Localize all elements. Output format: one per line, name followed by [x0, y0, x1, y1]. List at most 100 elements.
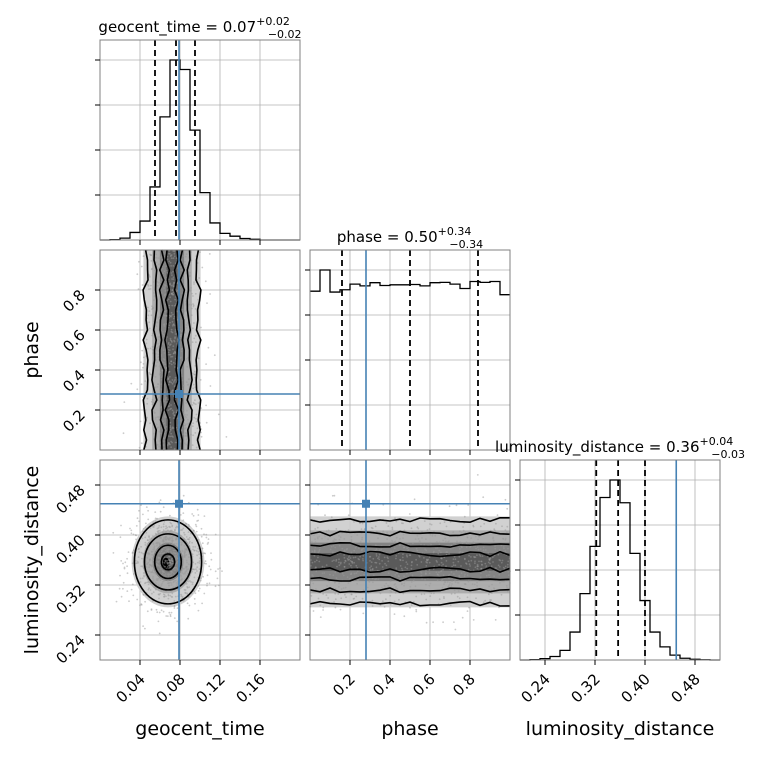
- panel-phase-vs-geocent-time-sample: [197, 402, 200, 404]
- panel-luminosity-distance-vs-geocent-time-sample: [156, 564, 159, 566]
- panel-luminosity-distance-vs-geocent-time-sample: [167, 587, 170, 590]
- ylabel-luminosity-distance: luminosity_distance: [21, 466, 43, 655]
- panel-luminosity-distance-vs-geocent-time-sample: [162, 570, 165, 573]
- panel-luminosity-distance-vs-geocent-time-sample: [182, 512, 185, 514]
- panel-luminosity-distance-vs-geocent-time-sample: [134, 560, 137, 562]
- panel-luminosity-distance-vs-phase-sample: [403, 546, 405, 549]
- panel-luminosity-distance-vs-geocent-time-sample: [152, 575, 155, 578]
- panel-phase-vs-geocent-time-sample: [187, 383, 190, 386]
- panel-luminosity-distance-vs-phase-sample: [435, 541, 438, 544]
- panel-luminosity-distance-vs-geocent-time-sample: [175, 582, 178, 584]
- panel-phase-vs-geocent-time-sample: [173, 352, 175, 354]
- panel-luminosity-distance-vs-phase-sample: [335, 577, 338, 579]
- xlabel-geocent-time: geocent_time: [135, 718, 264, 740]
- panel-luminosity-distance-vs-phase-sample: [415, 595, 418, 598]
- panel-luminosity-distance-vs-geocent-time-sample: [165, 546, 168, 549]
- panel-phase-vs-geocent-time-sample: [185, 402, 187, 404]
- panel-luminosity-distance-vs-geocent-time-sample: [153, 586, 156, 589]
- panel-luminosity-distance-vs-phase-sample: [463, 583, 466, 585]
- panel-luminosity-distance-vs-geocent-time-sample: [132, 533, 135, 536]
- panel-luminosity-distance-vs-phase-sample: [416, 564, 419, 566]
- panel-luminosity-distance-vs-phase-sample: [429, 595, 432, 597]
- panel-luminosity-distance-vs-phase-sample: [400, 583, 403, 586]
- panel-luminosity-distance-vs-phase-sample: [445, 565, 447, 568]
- panel-phase-vs-geocent-time-sample: [162, 272, 164, 275]
- panel-phase-vs-geocent-time-sample: [161, 267, 164, 270]
- panel-luminosity-distance-vs-phase-sample: [489, 562, 491, 565]
- panel-luminosity-distance-vs-geocent-time-sample: [171, 562, 174, 565]
- panel-phase-vs-geocent-time-sample: [193, 283, 195, 285]
- panel-luminosity-distance-vs-geocent-time-sample: [174, 552, 177, 555]
- panel-luminosity-distance-vs-phase-sample: [507, 574, 510, 577]
- panel-phase-vs-geocent-time-sample: [153, 299, 155, 302]
- panel-luminosity-distance-vs-phase-sample: [318, 548, 321, 551]
- panel-luminosity-distance-vs-phase-sample: [493, 588, 496, 590]
- panel-luminosity-distance-vs-phase-sample: [402, 559, 404, 562]
- panel-luminosity-distance-vs-geocent-time-sample: [184, 572, 186, 575]
- panel-phase-vs-geocent-time-sample: [145, 342, 148, 345]
- panel-luminosity-distance-vs-geocent-time-sample: [174, 579, 177, 582]
- panel-luminosity-distance-vs-geocent-time-sample: [153, 524, 156, 527]
- panel-phase-vs-geocent-time-sample: [157, 397, 160, 400]
- panel-luminosity-distance-vs-phase-sample: [487, 574, 490, 576]
- panel-luminosity-distance-vs-geocent-time-sample: [167, 538, 170, 540]
- panel-luminosity-distance-vs-phase-sample: [332, 544, 335, 547]
- panel-luminosity-distance-vs-phase-sample: [374, 561, 377, 564]
- ytick-label-luminosity-distance: 0.32: [52, 581, 88, 617]
- panel-luminosity-distance-vs-phase-sample: [424, 572, 427, 575]
- panel-luminosity-distance-vs-phase-sample: [333, 559, 335, 562]
- panel-luminosity-distance-vs-geocent-time-sample: [162, 506, 165, 509]
- panel-phase-vs-geocent-time-sample: [166, 336, 168, 338]
- panel-phase-vs-geocent-time-sample: [160, 256, 163, 259]
- panel-luminosity-distance-vs-phase-sample: [448, 577, 450, 579]
- panel-luminosity-distance-vs-phase-sample: [442, 531, 444, 533]
- panel-luminosity-distance-vs-phase-contour-top-2: [309, 541, 511, 548]
- panel-luminosity-distance-vs-phase-sample: [432, 621, 434, 624]
- panel-phase-vs-geocent-time-sample: [163, 422, 166, 425]
- panel-luminosity-distance-vs-phase-sample: [466, 574, 469, 576]
- panel-luminosity-distance-vs-phase-sample: [340, 588, 343, 590]
- panel-luminosity-distance-vs-phase-sample: [485, 565, 488, 567]
- panel-phase-vs-geocent-time-sample: [198, 277, 201, 279]
- panel-luminosity-distance-vs-geocent-time-sample: [165, 587, 168, 590]
- panel-luminosity-distance-vs-geocent-time-sample: [196, 508, 199, 511]
- panel-luminosity-distance-vs-phase-sample: [467, 580, 470, 583]
- panel-phase-vs-geocent-time-sample: [158, 396, 161, 398]
- panel-luminosity-distance-vs-geocent-time-sample: [172, 568, 174, 571]
- panel-phase-vs-geocent-time-sample: [167, 343, 170, 345]
- panel-luminosity-distance-vs-geocent-time-sample: [163, 562, 166, 564]
- panel-phase-vs-geocent-time-sample: [168, 362, 171, 365]
- panel-luminosity-distance-vs-phase-sample: [440, 570, 442, 573]
- panel-luminosity-distance-vs-phase-sample: [451, 583, 453, 585]
- panel-luminosity-distance-vs-phase-sample: [371, 599, 374, 602]
- panel-luminosity-distance-vs-geocent-time-sample: [145, 532, 148, 534]
- panel-luminosity-distance-vs-phase-sample: [418, 555, 421, 558]
- panel-luminosity-distance-vs-phase-sample: [455, 504, 458, 507]
- panel-luminosity-distance-vs-phase-sample: [378, 549, 381, 551]
- panel-luminosity-distance-vs-phase-sample: [476, 585, 478, 587]
- panel-luminosity-distance-vs-phase-sample: [381, 586, 383, 589]
- panel-luminosity-distance-vs-phase-sample: [428, 556, 431, 558]
- panel-luminosity-distance-vs-geocent-time-sample: [160, 568, 163, 570]
- panel-luminosity-distance-vs-geocent-time-sample: [153, 545, 156, 548]
- panel-luminosity-distance-vs-geocent-time-sample: [151, 564, 154, 566]
- panel-luminosity-distance-vs-geocent-time-sample: [203, 562, 206, 565]
- panel-phase-vs-geocent-time-sample: [168, 304, 171, 307]
- panel-phase-vs-geocent-time-sample: [151, 308, 154, 311]
- panel-luminosity-distance-vs-phase-sample: [443, 581, 446, 583]
- panel-phase-vs-geocent-time-sample: [184, 432, 187, 434]
- panel-luminosity-distance-vs-phase-sample: [312, 582, 315, 585]
- panel-luminosity-distance-vs-phase-sample: [399, 538, 401, 540]
- panel-luminosity-distance-vs-phase-sample: [377, 537, 379, 540]
- panel-luminosity-distance-vs-geocent-time-sample: [175, 567, 178, 569]
- panel-luminosity-distance-vs-geocent-time-sample: [203, 533, 205, 536]
- panel-luminosity-distance-vs-geocent-time-sample: [192, 514, 195, 517]
- panel-phase-vs-geocent-time-sample: [225, 436, 228, 438]
- panel-phase-vs-geocent-time-sample: [179, 399, 182, 402]
- panel-phase-vs-geocent-time-sample: [168, 252, 170, 255]
- panel-luminosity-distance-vs-phase-sample: [369, 566, 371, 569]
- panel-luminosity-distance-vs-geocent-time-sample: [171, 538, 174, 540]
- panel-phase-vs-geocent-time-sample: [146, 283, 149, 286]
- ytick-label-luminosity-distance: 0.40: [52, 531, 88, 567]
- panel-phase-vs-geocent-time-sample: [156, 416, 159, 418]
